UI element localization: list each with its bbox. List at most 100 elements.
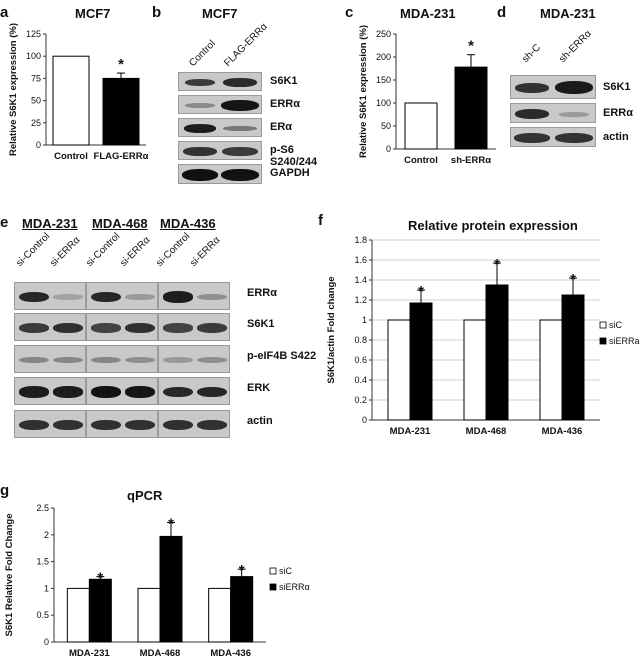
y-tick-label: 200: [376, 52, 391, 62]
legend-swatch: [599, 321, 607, 329]
y-tick-label: 0.4: [354, 375, 367, 385]
blot-strip: [14, 377, 86, 405]
blot-band: [91, 386, 121, 398]
category-label: MDA-231: [390, 426, 431, 437]
significance-star: *: [239, 562, 245, 579]
blot-e-lane-5: si-Control: [154, 230, 193, 269]
blot-band: [125, 356, 155, 364]
y-tick-label: 125: [26, 29, 41, 39]
bar-control: [66, 587, 90, 643]
category-label: MDA-436: [542, 426, 583, 437]
y-tick-label: 100: [376, 98, 391, 108]
blot-band: [19, 356, 49, 364]
y-tick-label: 50: [381, 121, 391, 131]
bar-treated: [159, 535, 183, 643]
panel-d-title: MDA-231: [540, 6, 596, 21]
category-label: MDA-468: [140, 648, 181, 659]
y-tick-label: 0: [386, 144, 391, 154]
legend-swatch: [269, 583, 277, 591]
legend-label: siC: [279, 566, 292, 576]
chart-g: 0 0.5 1 1.5 2 2.5 S6K1 Relative Fold Change * MD…: [4, 503, 310, 659]
y-tick-label: 150: [376, 75, 391, 85]
blot-strip: [510, 127, 596, 147]
legend-swatch: [599, 337, 607, 345]
bar-2: [102, 77, 140, 146]
blot-band: [163, 386, 193, 398]
y-tick-label: 0: [362, 415, 367, 425]
blot-strip: [14, 410, 86, 438]
category-label: sh-ERRα: [451, 155, 491, 166]
blot-strip: [158, 345, 230, 373]
blot-e-lane-3: si-Control: [84, 230, 123, 269]
y-axis-label: S6K1 Relative Fold Change: [4, 513, 15, 636]
bar-treated: [88, 578, 112, 643]
blot-band: [125, 294, 155, 300]
y-tick-label: 2.5: [36, 503, 49, 513]
y-tick-label: 100: [26, 51, 41, 61]
y-tick-label: 0: [36, 140, 41, 150]
blot-b-lane-1: Control: [187, 38, 218, 69]
blot-e-lane-2: si-ERRα: [48, 234, 83, 269]
blot-e-lane-1: si-Control: [14, 230, 53, 269]
y-tick-label: 1.5: [36, 557, 49, 567]
blot-strip: [178, 141, 262, 160]
category-label: MDA-468: [466, 426, 507, 437]
panel-letter-g: g: [0, 482, 10, 499]
chart-f: 0 0.2 0.4 0.6 0.8 1 1.2 1.4 1.6 1.8 S6K1/actin Fol…: [326, 235, 640, 437]
y-axis-label: Relative S6K1 expression (%): [8, 23, 19, 156]
panel-g-title: qPCR: [127, 488, 163, 503]
blot-strip: [86, 345, 158, 373]
blot-band: [53, 322, 83, 334]
legend-label: siERRa: [609, 336, 640, 346]
y-tick-label: 1.6: [354, 255, 367, 265]
panel-c-title: MDA-231: [400, 6, 456, 21]
panel-letter-e: e: [0, 214, 9, 231]
blot-b-row-3: ERα: [270, 121, 293, 133]
significance-star: *: [168, 515, 174, 532]
legend-label: siC: [609, 320, 622, 330]
blot-strip: [178, 118, 262, 137]
significance-star: *: [468, 38, 474, 55]
blot-e-lane-6: si-ERRα: [188, 234, 223, 269]
panel-letter-d: d: [497, 4, 507, 21]
blot-e-row-2: S6K1: [247, 318, 275, 330]
blot-d-lane-1: sh-C: [520, 42, 543, 65]
blot-band: [197, 386, 227, 398]
y-tick-label: 0: [44, 637, 49, 647]
blot-strip: [86, 377, 158, 405]
blot-band: [125, 322, 155, 334]
bar-control: [463, 319, 487, 421]
blot-band: [197, 356, 227, 364]
y-tick-label: 0.6: [354, 355, 367, 365]
bar-treated: [409, 302, 433, 421]
significance-star: *: [418, 283, 424, 300]
y-tick-label: 250: [376, 29, 391, 39]
bar-control: [208, 587, 232, 643]
panel-f-title: Relative protein expression: [408, 218, 578, 233]
blot-strip: [14, 282, 86, 310]
blot-d: S6K1 ERRα actin: [510, 75, 640, 155]
significance-star: *: [494, 256, 500, 273]
blot-strip: [178, 164, 262, 184]
cell-line-1: MDA-231: [22, 216, 78, 231]
blot-strip: [158, 282, 230, 310]
blot-strip: [510, 103, 596, 123]
chart-a: 0 25 50 75 100 125 Relative S6K1 expression (%…: [8, 23, 149, 162]
significance-star: *: [570, 271, 576, 288]
bar-1: [404, 102, 438, 150]
blot-b-row-2: ERRα: [270, 98, 300, 110]
blot-band: [125, 419, 155, 431]
blot-b: S6K1 ERRα ERα p-S6 S240/244 GAPDH: [178, 72, 338, 187]
blot-e-lane-4: si-ERRα: [118, 234, 153, 269]
blot-band: [19, 323, 49, 333]
y-axis-label: Relative S6K1 expression (%): [358, 25, 369, 158]
panel-letter-b: b: [152, 4, 162, 21]
blot-strip: [158, 410, 230, 438]
cell-line-2: MDA-468: [92, 216, 148, 231]
blot-band: [53, 294, 83, 300]
bar-treated: [230, 576, 254, 643]
blot-band: [91, 323, 121, 333]
legend-swatch: [269, 567, 277, 575]
blot-strip: [178, 72, 262, 91]
panel-letter-f: f: [318, 212, 323, 229]
